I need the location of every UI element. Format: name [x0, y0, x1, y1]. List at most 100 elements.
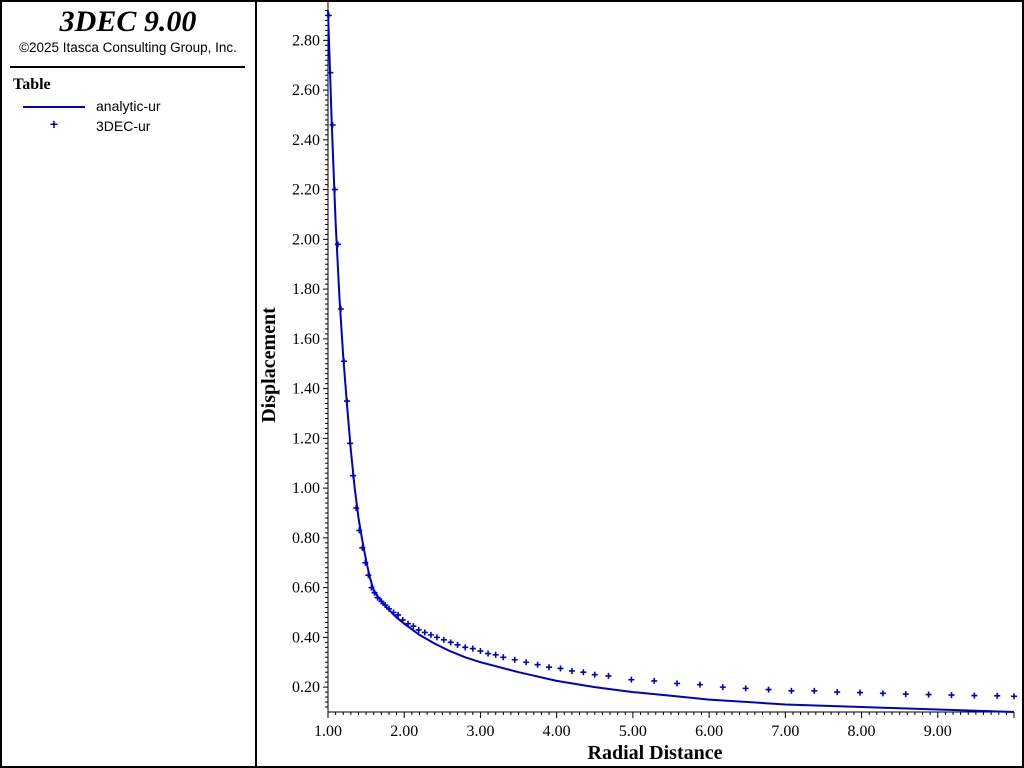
- data-point-3dec-ur: [628, 676, 635, 683]
- y-tick-label: 1.60: [292, 331, 320, 348]
- y-tick-label: 1.80: [292, 281, 320, 298]
- data-point-3dec-ur: [925, 691, 932, 698]
- data-point-3dec-ur: [390, 609, 397, 616]
- data-point-3dec-ur: [356, 527, 363, 534]
- data-point-3dec-ur: [427, 631, 434, 638]
- data-point-3dec-ur: [462, 644, 469, 651]
- y-tick-label: 1.20: [292, 430, 320, 447]
- series-line-analytic-ur: [327, 10, 1015, 713]
- data-point-3dec-ur: [447, 639, 454, 646]
- data-point-3dec-ur: [523, 659, 530, 666]
- data-point-3dec-ur: [374, 594, 381, 601]
- data-point-3dec-ur: [378, 598, 385, 605]
- data-point-3dec-ur: [329, 121, 336, 128]
- legend-item-3dec-ur: + 3DEC-ur: [0, 116, 256, 136]
- x-tick-label: 6.00: [695, 723, 723, 740]
- data-point-3dec-ur: [948, 692, 955, 699]
- data-point-3dec-ur: [433, 634, 440, 641]
- data-point-3dec-ur: [879, 690, 886, 697]
- data-point-3dec-ur: [421, 629, 428, 636]
- copyright-text: ©2025 Itasca Consulting Group, Inc.: [19, 40, 237, 55]
- data-point-3dec-ur: [971, 692, 978, 699]
- y-tick-label: 2.20: [292, 182, 320, 199]
- legend-title: Table: [13, 76, 51, 93]
- data-point-3dec-ur: [337, 306, 344, 313]
- legend-item-analytic-ur: analytic-ur: [0, 98, 256, 116]
- x-tick-label: 9.00: [924, 723, 952, 740]
- data-point-3dec-ur: [492, 651, 499, 658]
- y-tick-label: 2.80: [292, 32, 320, 49]
- x-tick-label: 3.00: [466, 723, 494, 740]
- data-point-3dec-ur: [469, 645, 476, 652]
- data-point-3dec-ur: [834, 689, 841, 696]
- data-point-3dec-ur: [327, 69, 334, 76]
- data-point-3dec-ur: [331, 186, 338, 193]
- data-point-3dec-ur: [440, 636, 447, 643]
- data-point-3dec-ur: [325, 12, 332, 19]
- data-point-3dec-ur: [415, 626, 422, 633]
- data-point-3dec-ur: [511, 656, 518, 663]
- data-point-3dec-ur: [557, 665, 564, 672]
- data-point-3dec-ur: [365, 572, 372, 579]
- data-point-3dec-ur: [534, 661, 541, 668]
- data-point-3dec-ur: [902, 691, 909, 698]
- data-point-3dec-ur: [410, 623, 417, 630]
- data-point-3dec-ur: [742, 685, 749, 692]
- data-point-3dec-ur: [382, 602, 389, 609]
- data-point-3dec-ur: [454, 641, 461, 648]
- data-point-3dec-ur: [385, 605, 392, 612]
- y-tick-label: 2.40: [292, 132, 320, 149]
- data-point-3dec-ur: [405, 620, 412, 627]
- data-point-3dec-ur: [546, 664, 553, 671]
- data-point-3dec-ur: [719, 684, 726, 691]
- y-tick-label: 1.40: [292, 381, 320, 398]
- legend-panel: 3DEC 9.00 ©2025 Itasca Consulting Group,…: [0, 0, 256, 768]
- data-point-3dec-ur: [395, 611, 402, 618]
- y-tick-label: 2.00: [292, 231, 320, 248]
- y-tick-label: 2.60: [292, 82, 320, 99]
- data-point-3dec-ur: [347, 440, 354, 447]
- data-point-3dec-ur: [341, 358, 348, 365]
- data-point-3dec-ur: [811, 687, 818, 694]
- data-point-3dec-ur: [674, 680, 681, 687]
- data-point-3dec-ur: [696, 681, 703, 688]
- data-point-3dec-ur: [344, 398, 351, 405]
- data-point-3dec-ur: [500, 654, 507, 661]
- y-tick-label: 0.40: [292, 629, 320, 646]
- data-point-3dec-ur: [651, 677, 658, 684]
- y-axis-title: Displacement: [258, 307, 280, 423]
- data-point-3dec-ur: [1011, 693, 1017, 700]
- data-point-3dec-ur: [362, 559, 369, 566]
- data-point-3dec-ur: [605, 672, 612, 679]
- header-divider: [10, 66, 245, 68]
- data-point-3dec-ur: [580, 669, 587, 676]
- data-point-3dec-ur: [477, 648, 484, 655]
- app-title: 3DEC 9.00: [59, 5, 197, 38]
- data-point-3dec-ur: [568, 667, 575, 674]
- data-point-3dec-ur: [334, 241, 341, 248]
- x-tick-label: 1.00: [314, 723, 342, 740]
- x-tick-label: 8.00: [848, 723, 876, 740]
- x-tick-label: 5.00: [619, 723, 647, 740]
- data-point-3dec-ur: [399, 616, 406, 623]
- x-axis-title: Radial Distance: [588, 742, 723, 764]
- y-tick-label: 0.60: [292, 580, 320, 597]
- legend-label: analytic-ur: [96, 98, 161, 114]
- y-tick-label: 1.00: [292, 480, 320, 497]
- data-point-3dec-ur: [857, 689, 864, 696]
- data-point-3dec-ur: [994, 692, 1001, 699]
- data-point-3dec-ur: [353, 505, 360, 512]
- y-tick-label: 0.80: [292, 530, 320, 547]
- data-point-3dec-ur: [485, 650, 492, 657]
- data-point-3dec-ur: [350, 472, 357, 479]
- data-point-3dec-ur: [591, 671, 598, 678]
- x-tick-label: 4.00: [543, 723, 571, 740]
- data-point-3dec-ur: [368, 584, 375, 591]
- x-tick-label: 7.00: [771, 723, 799, 740]
- y-tick-label: 0.20: [292, 679, 320, 696]
- data-point-3dec-ur: [371, 589, 378, 596]
- line-swatch-icon: [23, 106, 85, 108]
- data-point-3dec-ur: [359, 544, 366, 551]
